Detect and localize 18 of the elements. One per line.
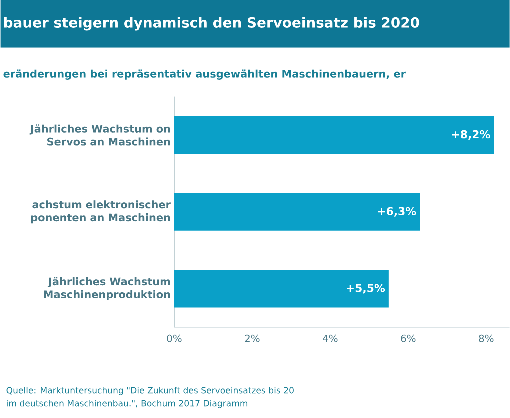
- bar: [174, 193, 420, 231]
- bar: [174, 116, 494, 154]
- y-tick-label: Jährliches Wachstum on Servos an Maschinen: [30, 124, 170, 146]
- x-tick-label: 8%: [479, 334, 494, 342]
- data-label: +8,2%: [452, 130, 490, 140]
- source-note: Quelle: Marktuntersuchung "Die Zukunft des Servoeinsatzes bis 20: [6, 387, 294, 396]
- chart-title: bauer steigern dynamisch den Servoeinsatz bis 2020: [4, 17, 420, 31]
- x-tick-label: 2%: [245, 334, 260, 342]
- text: im deutschen Maschinenbau.", Bochum 2017 Diagramm: [7, 400, 248, 408]
- bar: [174, 270, 389, 308]
- chart-subtitle: eränderungen bei repräsentativ ausgewählten Maschinenbauern, er: [4, 70, 406, 80]
- data-label: +5,5%: [347, 284, 386, 294]
- x-tick-label: 0%: [167, 334, 182, 342]
- data-label: +6,3%: [378, 207, 416, 217]
- x-tick-label: 4%: [323, 334, 338, 342]
- x-tick-label: 6%: [401, 334, 416, 342]
- y-tick-label: achstum elektronischer ponenten an Maschinen: [31, 200, 171, 224]
- y-tick-label: Jährliches Wachstum Maschinenproduktion: [44, 277, 170, 300]
